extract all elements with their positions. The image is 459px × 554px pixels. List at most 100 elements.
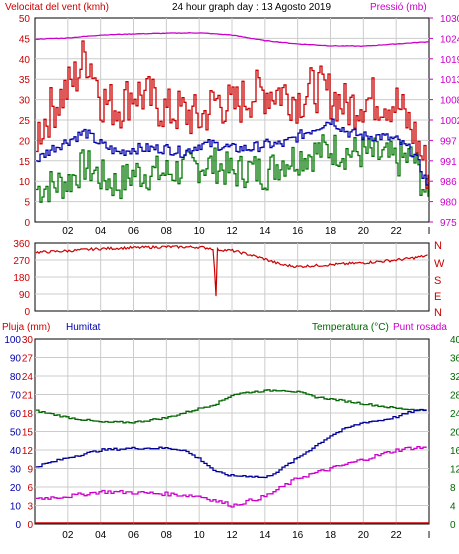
x-tick-label: 16 bbox=[292, 530, 304, 541]
wind-speed-line bbox=[36, 40, 429, 189]
y-tick-label: 991 bbox=[440, 157, 457, 168]
y-tick-label: 90 bbox=[19, 290, 31, 301]
humidity-tick-label: 50 bbox=[10, 428, 22, 439]
x-tick-label: 20 bbox=[358, 226, 370, 237]
temperature-tick-label: 24 bbox=[450, 409, 459, 420]
y-tick-label: 0 bbox=[24, 307, 30, 318]
temperature-tick-label: 4 bbox=[450, 502, 456, 513]
temperature-tick-label: 36 bbox=[450, 354, 459, 365]
x-tick-label: 18 bbox=[325, 530, 337, 541]
rain-tick-label: 0 bbox=[27, 520, 33, 531]
humidity-tick-label: 30 bbox=[10, 465, 22, 476]
wind-axis-label: Velocitat del vent (kmh) bbox=[5, 2, 109, 13]
x-tick-label: 04 bbox=[95, 226, 107, 237]
temperature-tick-label: 20 bbox=[450, 428, 459, 439]
wind-direction-line bbox=[35, 244, 428, 297]
x-tick-label: 22 bbox=[391, 226, 403, 237]
rain-tick-label: 24 bbox=[22, 372, 34, 383]
humidity-axis-label: Humitat bbox=[66, 322, 101, 333]
humidity-tick-label: 60 bbox=[10, 409, 22, 420]
x-tick-label: 06 bbox=[128, 226, 140, 237]
cardinal-label: E bbox=[434, 291, 441, 303]
temperature-tick-label: 40 bbox=[450, 335, 459, 346]
x-tick-label: 08 bbox=[161, 226, 173, 237]
cardinal-label: N bbox=[434, 240, 442, 252]
y-tick-label: 40 bbox=[19, 55, 31, 66]
x-tick-label: 10 bbox=[194, 530, 206, 541]
y-tick-label: 10 bbox=[19, 177, 31, 188]
x-tick-label: 12 bbox=[226, 226, 238, 237]
temperature-line bbox=[36, 389, 427, 424]
cardinal-label: S bbox=[434, 275, 441, 287]
x-tick-label: 14 bbox=[259, 530, 271, 541]
y-tick-label: 986 bbox=[440, 177, 457, 188]
rain-tick-label: 9 bbox=[27, 465, 33, 476]
humidity-tick-label: 90 bbox=[10, 354, 22, 365]
temperature-axis-label: Temperatura (°C) bbox=[312, 322, 389, 333]
x-tick-label: 06 bbox=[128, 530, 140, 541]
x-tick-label: 04 bbox=[95, 530, 107, 541]
x-tick-label: 20 bbox=[358, 530, 370, 541]
y-tick-label: 997 bbox=[440, 136, 457, 147]
humidity-tick-label: 80 bbox=[10, 372, 22, 383]
x-tick-label: I bbox=[428, 226, 431, 237]
y-tick-label: 30 bbox=[19, 96, 31, 107]
x-tick-label: I bbox=[428, 530, 431, 541]
cardinal-label: N bbox=[434, 307, 442, 319]
avg-wind-line bbox=[36, 118, 429, 186]
temperature-tick-label: 8 bbox=[450, 483, 456, 494]
rain-tick-label: 15 bbox=[22, 428, 34, 439]
y-tick-label: 20 bbox=[19, 136, 31, 147]
y-tick-label: 35 bbox=[19, 75, 31, 86]
humidity-tick-label: 70 bbox=[10, 391, 22, 402]
y-tick-label: 25 bbox=[19, 116, 31, 127]
y-tick-label: 0 bbox=[24, 218, 30, 229]
y-tick-label: 360 bbox=[13, 239, 30, 250]
x-tick-label: 08 bbox=[161, 530, 173, 541]
dew-point-label: Punt rosada bbox=[393, 322, 447, 333]
y-tick-label: 50 bbox=[19, 14, 31, 25]
humidity-tick-label: 20 bbox=[10, 483, 22, 494]
humidity-tick-label: 40 bbox=[10, 446, 22, 457]
rain-tick-label: 18 bbox=[22, 409, 34, 420]
humidity-tick-label: 0 bbox=[15, 520, 21, 531]
x-tick-label: 22 bbox=[391, 530, 403, 541]
x-tick-label: 02 bbox=[62, 530, 74, 541]
humidity-tick-label: 10 bbox=[10, 502, 22, 513]
y-tick-label: 1024 bbox=[440, 34, 459, 45]
humidity-tick-label: 100 bbox=[4, 335, 21, 346]
cardinal-label: W bbox=[434, 258, 445, 270]
x-tick-label: 12 bbox=[226, 530, 238, 541]
temperature-tick-label: 0 bbox=[450, 520, 456, 531]
temperature-tick-label: 12 bbox=[450, 465, 459, 476]
y-tick-label: 180 bbox=[13, 273, 30, 284]
chart-title: 24 hour graph day : 13 Agosto 2019 bbox=[172, 2, 331, 13]
y-tick-label: 1019 bbox=[440, 55, 459, 66]
x-tick-label: 14 bbox=[259, 226, 271, 237]
temperature-tick-label: 16 bbox=[450, 446, 459, 457]
y-tick-label: 5 bbox=[24, 198, 30, 209]
temperature-tick-label: 28 bbox=[450, 391, 459, 402]
temperature-tick-label: 32 bbox=[450, 372, 459, 383]
y-tick-label: 975 bbox=[440, 218, 457, 229]
pressure-axis-label: Pressió (mb) bbox=[370, 2, 427, 13]
y-tick-label: 1008 bbox=[440, 96, 459, 107]
rain-tick-label: 21 bbox=[22, 391, 34, 402]
rain-tick-label: 6 bbox=[27, 483, 33, 494]
pressure-line bbox=[34, 32, 430, 48]
y-tick-label: 1002 bbox=[440, 116, 459, 127]
rain-tick-label: 30 bbox=[22, 335, 34, 346]
rain-tick-label: 27 bbox=[22, 354, 34, 365]
y-tick-label: 45 bbox=[19, 34, 31, 45]
x-tick-label: 02 bbox=[62, 226, 74, 237]
y-tick-label: 980 bbox=[440, 198, 457, 209]
x-tick-label: 18 bbox=[325, 226, 337, 237]
x-tick-label: 16 bbox=[292, 226, 304, 237]
rain-tick-label: 3 bbox=[27, 502, 33, 513]
dew-point-line bbox=[36, 446, 427, 508]
rain-tick-label: 12 bbox=[22, 446, 34, 457]
rain-axis-label: Pluja (mm) bbox=[2, 322, 50, 333]
y-tick-label: 270 bbox=[13, 256, 30, 267]
